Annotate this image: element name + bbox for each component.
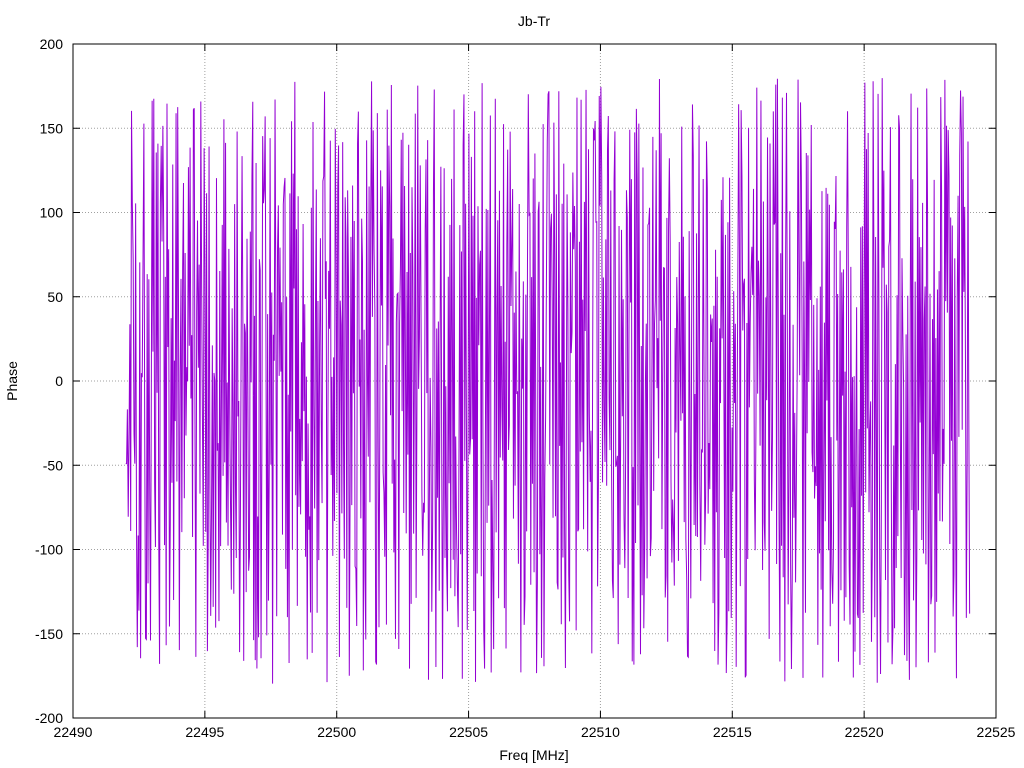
chart-title: Jb-Tr	[518, 13, 550, 29]
y-tick-label: 0	[55, 373, 63, 389]
y-axis-title: Phase	[4, 361, 20, 401]
x-tick-label: 22515	[713, 724, 752, 740]
y-tick-label: 150	[40, 120, 64, 136]
y-tick-label: -100	[35, 542, 63, 558]
y-tick-label: 200	[40, 36, 64, 52]
x-axis-title: Freq [MHz]	[499, 747, 568, 763]
x-tick-label: 22510	[581, 724, 620, 740]
x-tick-label: 22495	[185, 724, 224, 740]
y-tick-label: -50	[43, 457, 63, 473]
x-tick-label: 22505	[449, 724, 488, 740]
y-tick-label: 100	[40, 205, 64, 221]
x-tick-label: 22525	[977, 724, 1016, 740]
x-tick-label: 22500	[317, 724, 356, 740]
phase-series-line	[125, 78, 971, 684]
y-tick-label: -200	[35, 710, 63, 726]
series-layer	[125, 78, 971, 684]
x-tick-label: 22490	[54, 724, 93, 740]
x-tick-label: 22520	[845, 724, 884, 740]
y-axis: 200 150 100 50 0 -50 -100 -150 -200	[35, 36, 996, 726]
x-axis: 22490 22495 22500 22505 22510 22515 22520 22525	[54, 44, 1016, 740]
y-tick-label: -150	[35, 626, 63, 642]
y-tick-label: 50	[47, 289, 63, 305]
